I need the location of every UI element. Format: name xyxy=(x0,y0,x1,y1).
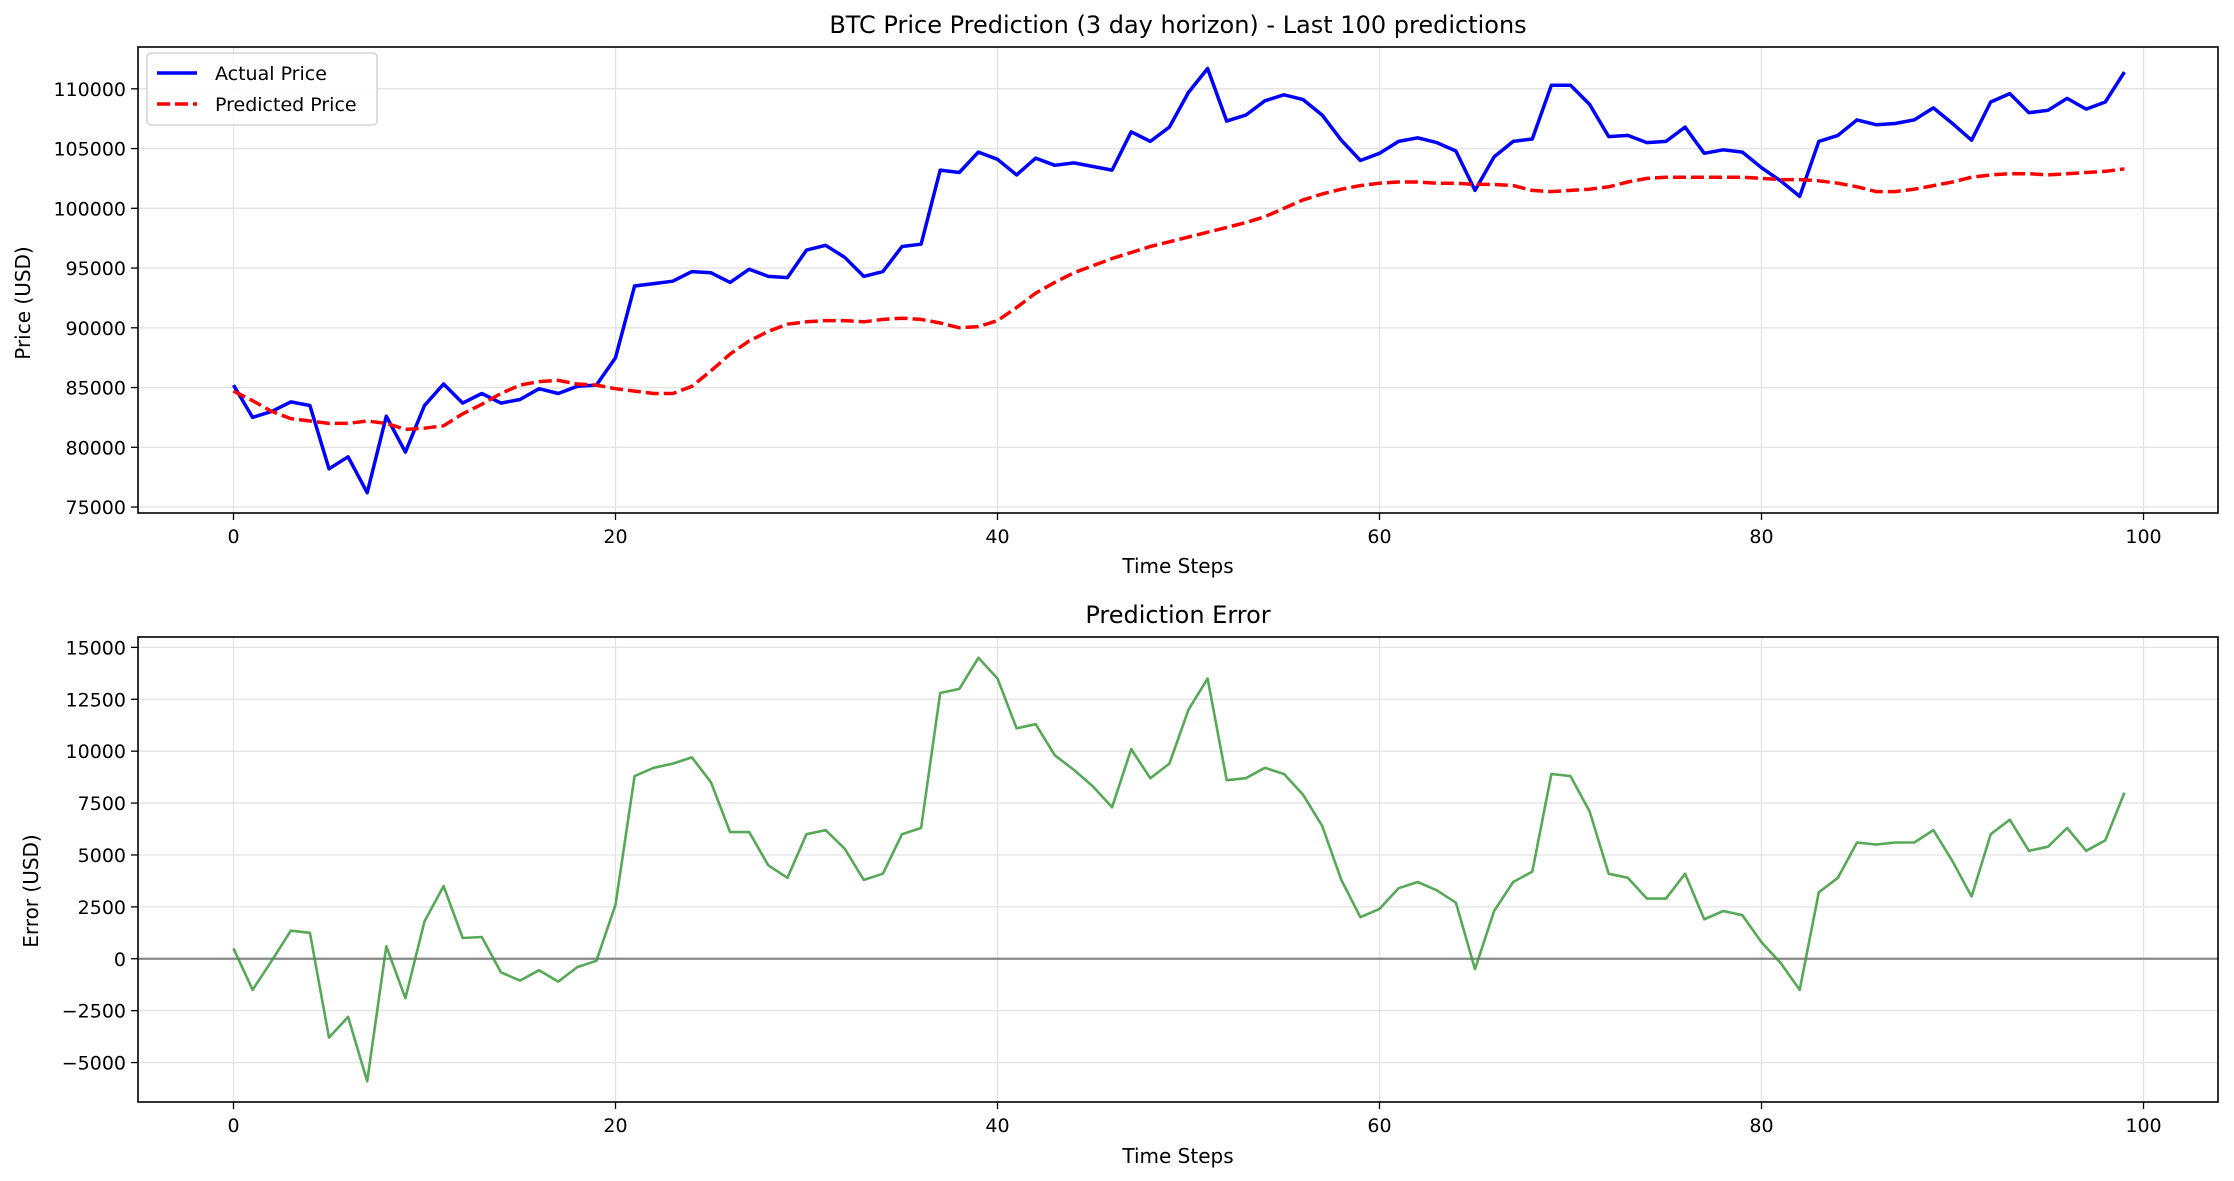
legend-label-actual-price: Actual Price xyxy=(215,63,327,85)
predicted-price-series-line xyxy=(232,167,2125,432)
x-tick-label: 40 xyxy=(985,1115,1009,1137)
x-tick-label: 80 xyxy=(1749,526,1773,548)
x-tick-label: 0 xyxy=(227,1115,239,1137)
y-axis-label: Price (USD) xyxy=(11,246,35,360)
y-tick-label: −5000 xyxy=(62,1053,126,1075)
y-tick-label: 95000 xyxy=(66,258,126,280)
y-tick-label: 90000 xyxy=(66,318,126,340)
x-tick-label: 60 xyxy=(1367,526,1391,548)
y-tick-label: 2500 xyxy=(78,897,126,919)
chart-title: BTC Price Prediction (3 day horizon) - L… xyxy=(829,11,1526,39)
x-axis-ticks: 0 20 40 60 80 100 xyxy=(227,1102,2162,1137)
x-tick-label: 60 xyxy=(1367,1115,1391,1137)
legend: Actual Price Predicted Price xyxy=(146,52,378,126)
plot-frame xyxy=(137,636,2219,1103)
x-tick-label: 20 xyxy=(603,526,627,548)
error-chart: Prediction Error 0 20 40 60 80 100 −5000 −2500… xyxy=(19,601,2219,1168)
y-axis-ticks: −5000 −2500 0 2500 5000 7500 10000 12500 15000 xyxy=(62,637,138,1075)
series-group xyxy=(231,66,2126,495)
x-tick-label: 100 xyxy=(2125,1115,2161,1137)
actual-price-series-line xyxy=(231,66,2126,495)
x-tick-label: 20 xyxy=(603,1115,627,1137)
y-tick-label: 105000 xyxy=(53,139,126,161)
y-tick-label: −2500 xyxy=(62,1001,126,1023)
y-tick-label: 85000 xyxy=(66,378,126,400)
y-tick-label: 15000 xyxy=(66,637,126,659)
y-tick-label: 80000 xyxy=(66,437,126,459)
y-tick-label: 110000 xyxy=(53,79,126,101)
price-chart: BTC Price Prediction (3 day horizon) - L… xyxy=(11,11,2219,578)
x-axis-label: Time Steps xyxy=(1121,554,1233,578)
y-tick-label: 100000 xyxy=(53,198,126,220)
y-tick-label: 7500 xyxy=(78,793,126,815)
series-group xyxy=(232,656,2126,1083)
grid xyxy=(138,47,2218,513)
legend-label-predicted-price: Predicted Price xyxy=(215,94,357,116)
y-tick-label: 10000 xyxy=(66,741,126,763)
y-tick-label: 75000 xyxy=(66,497,126,519)
plot-frame xyxy=(137,46,2219,514)
chart-title: Prediction Error xyxy=(1085,601,1270,629)
y-tick-label: 0 xyxy=(114,949,126,971)
x-tick-label: 80 xyxy=(1749,1115,1773,1137)
y-tick-label: 5000 xyxy=(78,845,126,867)
legend-box xyxy=(146,52,378,126)
y-axis-label: Error (USD) xyxy=(19,834,43,947)
x-axis-label: Time Steps xyxy=(1121,1144,1233,1168)
x-axis-ticks: 0 20 40 60 80 100 xyxy=(227,513,2162,548)
x-tick-label: 40 xyxy=(985,526,1009,548)
y-axis-ticks: 75000 80000 85000 90000 95000 100000 105000 110… xyxy=(53,79,138,519)
x-tick-label: 100 xyxy=(2125,526,2161,548)
x-tick-label: 0 xyxy=(227,526,239,548)
y-tick-label: 12500 xyxy=(66,689,126,711)
error-series-line xyxy=(232,656,2126,1083)
